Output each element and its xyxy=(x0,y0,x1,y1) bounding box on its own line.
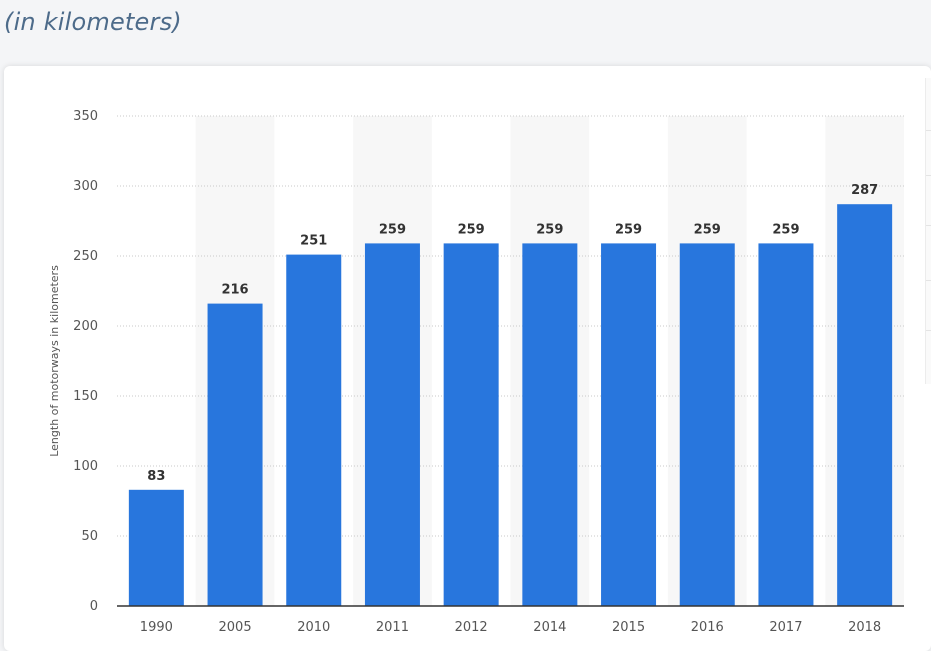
data-label: 251 xyxy=(300,234,327,249)
x-tick-label: 2011 xyxy=(376,620,409,635)
x-tick-label: 2005 xyxy=(219,620,252,635)
data-label: 259 xyxy=(536,222,563,237)
bar xyxy=(758,243,814,606)
bar xyxy=(443,243,499,606)
side-toolbar-divider xyxy=(926,330,931,331)
data-label: 287 xyxy=(851,183,878,198)
x-tick-label: 2014 xyxy=(533,620,566,635)
y-tick-labels: 0 50 100 150 200 250 300 350 xyxy=(73,109,98,614)
bar xyxy=(364,243,420,606)
bars xyxy=(128,204,893,606)
y-tick-label: 50 xyxy=(81,529,98,544)
y-tick-label: 350 xyxy=(73,109,98,124)
x-tick-label: 2010 xyxy=(297,620,330,635)
y-tick-label: 250 xyxy=(73,249,98,264)
bar xyxy=(286,254,342,606)
x-tick-label: 2016 xyxy=(691,620,724,635)
x-tick-labels: 1990 2005 2010 2011 2012 2014 2015 2016 2017 2018 xyxy=(140,620,881,635)
data-label: 259 xyxy=(772,222,799,237)
side-toolbar-divider xyxy=(926,130,931,131)
x-tick-label: 2012 xyxy=(455,620,488,635)
bar xyxy=(128,489,184,606)
data-label: 259 xyxy=(615,222,642,237)
y-tick-label: 200 xyxy=(73,319,98,334)
bar xyxy=(522,243,578,606)
data-label: 259 xyxy=(379,222,406,237)
x-tick-label: 2018 xyxy=(848,620,881,635)
y-tick-label: 0 xyxy=(90,599,98,614)
y-axis-label: Length of motorways in kilometers xyxy=(48,265,61,457)
y-tick-label: 300 xyxy=(73,179,98,194)
data-label: 259 xyxy=(458,222,485,237)
data-labels: 83 216 251 259 259 259 259 259 259 287 xyxy=(147,183,878,484)
x-tick-label: 2017 xyxy=(769,620,802,635)
side-toolbar-divider xyxy=(926,280,931,281)
data-label: 259 xyxy=(694,222,721,237)
bar xyxy=(601,243,657,606)
y-tick-label: 100 xyxy=(73,459,98,474)
data-label: 83 xyxy=(147,469,165,484)
bar xyxy=(207,303,263,606)
side-toolbar-divider xyxy=(926,175,931,176)
subtitle: (in kilometers) xyxy=(4,8,182,36)
side-toolbar-divider xyxy=(926,225,931,226)
bar xyxy=(837,204,893,606)
data-label: 216 xyxy=(221,283,248,298)
side-toolbar-strip xyxy=(925,78,931,384)
gridlines xyxy=(117,115,904,537)
bar xyxy=(679,243,735,606)
y-tick-label: 150 xyxy=(73,389,98,404)
x-tick-label: 1990 xyxy=(140,620,173,635)
x-tick-label: 2015 xyxy=(612,620,645,635)
